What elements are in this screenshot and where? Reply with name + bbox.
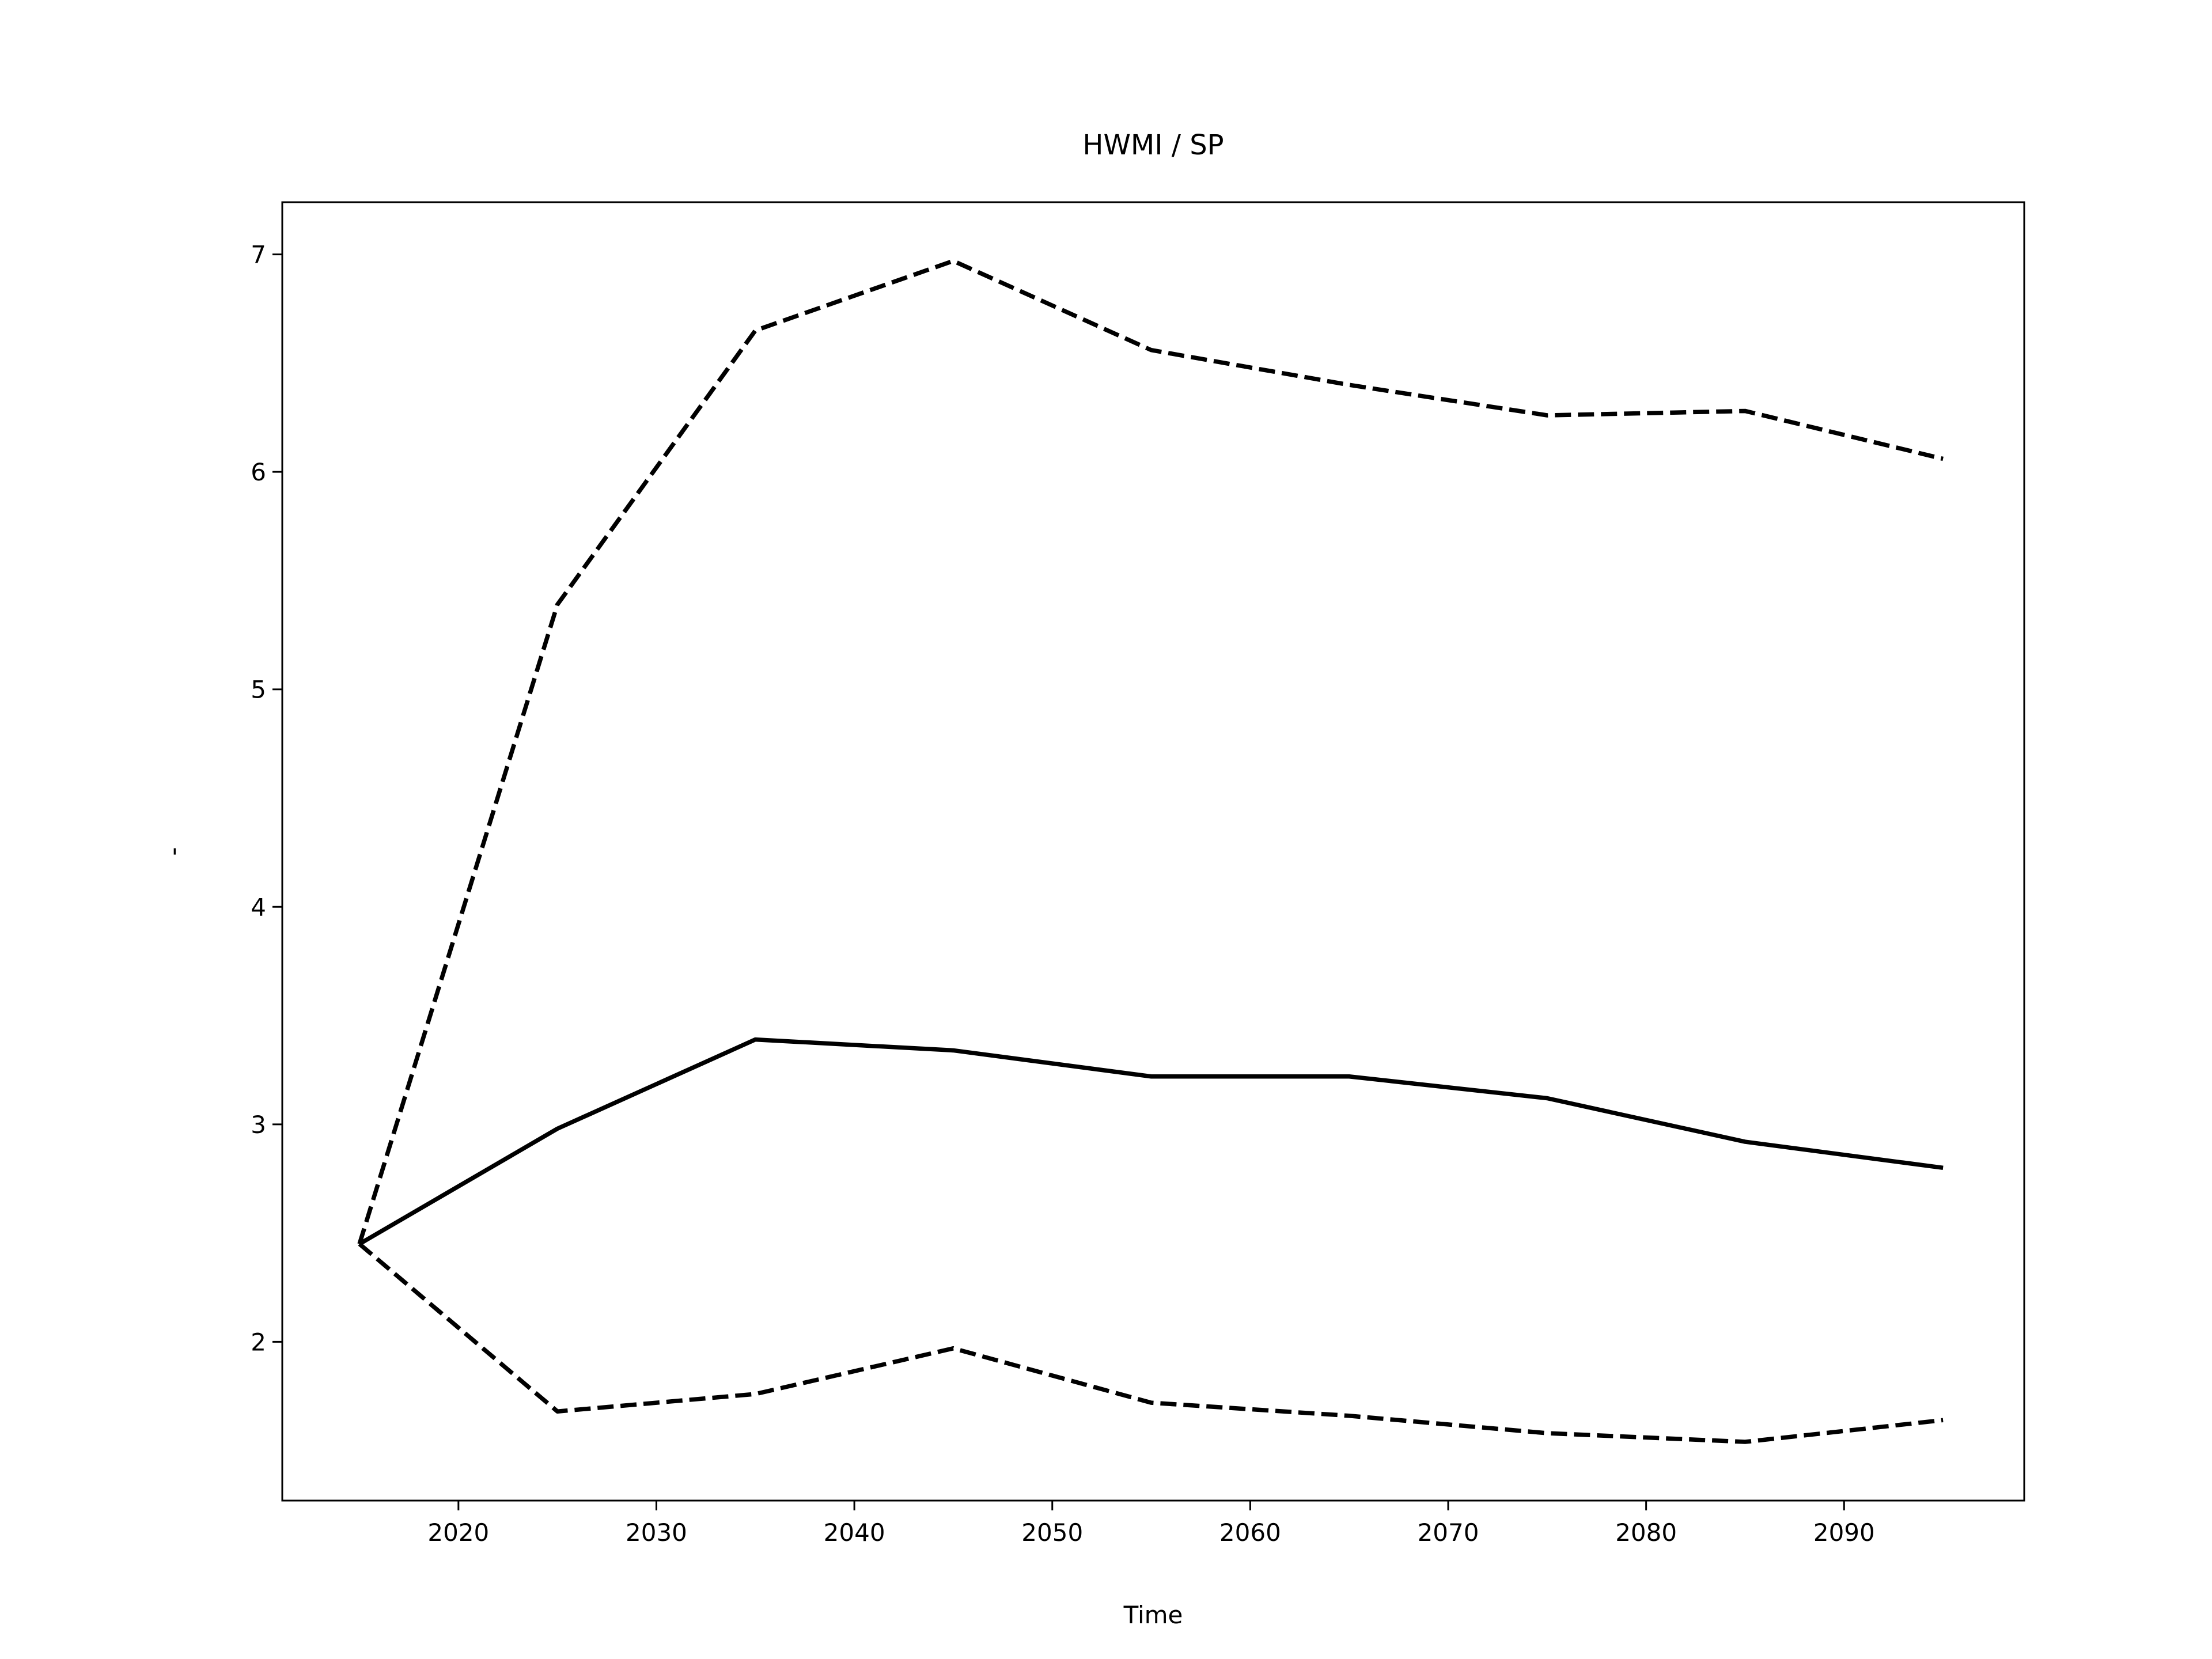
x-tick-label: 2020: [427, 1518, 489, 1547]
x-axis-label: Time: [1123, 1601, 1183, 1629]
series-line: [357, 259, 1944, 1245]
x-tick-label: 2040: [824, 1518, 885, 1547]
x-tick-label: 2080: [1615, 1518, 1677, 1547]
x-tick-label: 2050: [1021, 1518, 1083, 1547]
series-line: [358, 1037, 1944, 1246]
x-tick-label: 2060: [1219, 1518, 1281, 1547]
x-tick-label: 2090: [1813, 1518, 1875, 1547]
y-tick-label: 7: [251, 241, 266, 269]
y-tick-label: 4: [251, 893, 266, 921]
y-tick-label: 6: [251, 458, 266, 486]
y-tick-label: 5: [251, 676, 266, 704]
y-axis-label: -: [159, 847, 187, 855]
y-tick-label: 3: [251, 1111, 266, 1139]
plot-frame: [281, 201, 2025, 1502]
chart-title: HWMI / SP: [1082, 129, 1224, 161]
series-line: [358, 1242, 1944, 1444]
x-tick-label: 2070: [1418, 1518, 1479, 1547]
y-tick-label: 2: [251, 1328, 266, 1356]
x-tick-label: 2030: [626, 1518, 687, 1547]
